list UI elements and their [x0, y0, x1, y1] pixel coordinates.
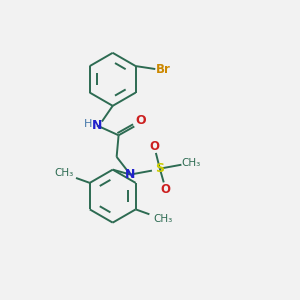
Text: N: N	[92, 119, 102, 132]
Text: Br: Br	[156, 62, 171, 76]
Text: S: S	[155, 162, 164, 175]
Text: CH₃: CH₃	[154, 214, 173, 224]
Text: N: N	[125, 168, 136, 181]
Text: O: O	[161, 183, 171, 196]
Text: CH₃: CH₃	[182, 158, 201, 168]
Text: CH₃: CH₃	[55, 168, 74, 178]
Text: O: O	[136, 114, 146, 127]
Text: H: H	[84, 119, 92, 130]
Text: O: O	[149, 140, 159, 153]
